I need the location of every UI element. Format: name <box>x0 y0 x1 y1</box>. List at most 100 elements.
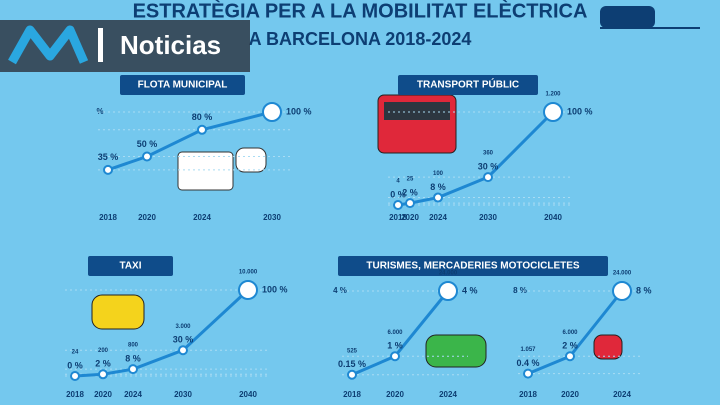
count-label: 10.000 <box>239 270 258 276</box>
value-label: 0.15 % <box>338 359 366 369</box>
point <box>178 345 188 356</box>
logo-mark <box>8 25 89 65</box>
count-label: 360 <box>483 151 494 157</box>
panel-title: TAXI <box>119 261 141 272</box>
count-label: 24.000 <box>613 271 632 277</box>
truck <box>177 151 234 191</box>
year-label: 2020 <box>94 390 112 399</box>
value-label: 1 % <box>387 341 403 351</box>
line <box>107 110 273 172</box>
count-label: 1.057 <box>520 347 536 353</box>
panel-title: TURISMES, MERCADERIES MOTOCICLETES <box>366 261 579 272</box>
panel-title-box <box>338 256 608 276</box>
year-label: 2020 <box>386 390 404 399</box>
value-label: 2 % <box>95 359 111 369</box>
point <box>238 280 258 300</box>
value-label: 2 % <box>562 341 578 351</box>
value-label: 0 % <box>67 360 83 370</box>
year-label: 2018 <box>99 213 117 222</box>
panel-title: FLOTA MUNICIPAL <box>138 80 228 91</box>
year-label: 2024 <box>193 213 211 222</box>
value-label: 8 % <box>125 353 141 363</box>
bus-window <box>384 102 450 120</box>
count-label: 25 <box>407 177 414 183</box>
panel-title-box <box>120 75 245 95</box>
year-label: 2020 <box>561 390 579 399</box>
count-label: 24 <box>72 350 79 356</box>
point <box>262 102 282 122</box>
value-label: 35 % <box>98 152 119 162</box>
panel-title-box <box>398 75 538 95</box>
point <box>565 351 575 362</box>
year-label: 2020 <box>138 213 156 222</box>
year-label: 2030 <box>479 213 497 222</box>
count-label: 3.000 <box>175 324 191 330</box>
subtitle: A BARCELONA 2018-2024 <box>249 29 472 49</box>
value-label: 100 % <box>567 106 593 116</box>
point <box>390 351 400 362</box>
title: ESTRATÈGIA PER A LA MOBILITAT ELÈCTRICA <box>133 0 588 22</box>
value-label: 8 % <box>430 182 446 192</box>
value-label: 0 % <box>390 189 406 199</box>
point <box>98 369 108 380</box>
count-label: 800 <box>128 343 139 349</box>
count-label: 6.000 <box>562 330 578 336</box>
year-label: 2024 <box>429 213 447 222</box>
year-label: 2020 <box>401 213 419 222</box>
point <box>393 200 403 210</box>
year-label: 2040 <box>544 213 562 222</box>
panel-title-box <box>88 256 173 276</box>
point <box>197 124 207 135</box>
scooter <box>235 147 267 173</box>
point <box>523 368 533 379</box>
taxi <box>91 294 145 330</box>
vehicle-icons <box>91 94 623 368</box>
point <box>128 364 138 375</box>
point <box>70 371 80 381</box>
count-label: 200 <box>98 348 109 354</box>
point <box>347 369 357 380</box>
car <box>425 334 487 368</box>
year-label: 2018 <box>343 390 361 399</box>
value-label: 30 % <box>478 161 499 171</box>
panel-title: TRANSPORT PÚBLIC <box>417 78 519 91</box>
year-label: 2024 <box>439 390 457 399</box>
value-label: 50 % <box>137 139 158 149</box>
year-label: 2024 <box>124 390 142 399</box>
value-label: 30 % <box>173 335 194 345</box>
year-label: 2018 <box>519 390 537 399</box>
logo-text: Noticias <box>120 30 221 60</box>
point <box>103 164 113 175</box>
value-label: 2 % <box>402 188 418 198</box>
value-label: 8 % <box>636 285 652 295</box>
point <box>543 102 563 122</box>
value-label: 80 % <box>192 112 213 122</box>
year-label: 2018 <box>66 390 84 399</box>
point <box>142 151 152 162</box>
point <box>438 281 458 301</box>
count-label: 100 <box>433 171 444 177</box>
value-label: 0.4 % <box>516 358 539 368</box>
moto <box>593 334 623 360</box>
car-icon <box>600 6 655 28</box>
count-label: 1.200 <box>545 92 561 98</box>
logo-bar <box>98 28 103 62</box>
point <box>405 198 415 209</box>
point <box>612 281 632 301</box>
logo: Noticias <box>0 20 250 72</box>
year-label: 2030 <box>263 213 281 222</box>
year-label: 2040 <box>239 390 257 399</box>
count-label: 24.000 <box>439 271 458 277</box>
count-label: 4 <box>396 179 400 185</box>
year-label: 2018 <box>389 213 407 222</box>
y-axis-label: 4 % <box>333 286 347 295</box>
value-label: 100 % <box>262 284 288 294</box>
value-label: 100 % <box>286 106 312 116</box>
year-label: 2024 <box>613 390 631 399</box>
count-label: 6.000 <box>387 330 403 336</box>
point <box>483 172 493 183</box>
value-label: 4 % <box>462 285 478 295</box>
count-label: 525 <box>347 348 358 354</box>
point <box>433 192 443 203</box>
